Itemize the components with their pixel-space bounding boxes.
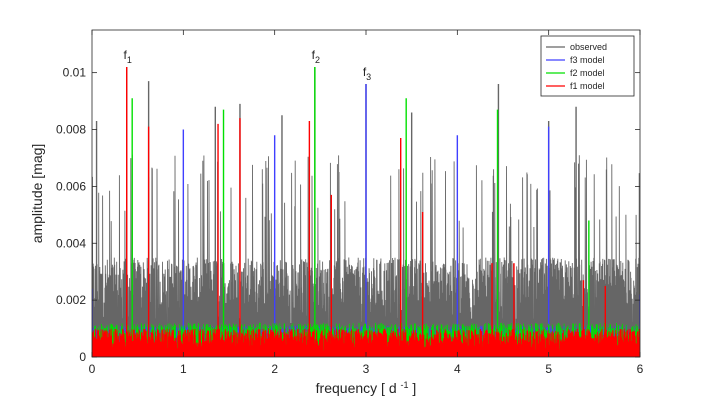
legend-entry-f2-model: f2 model — [570, 68, 605, 78]
series-f1-model — [92, 66, 640, 357]
y-tick-label: 0.002 — [56, 293, 86, 307]
legend-entry-observed: observed — [570, 42, 607, 52]
legend: observed f3 model f2 model f1 model — [540, 35, 635, 97]
x-axis-label-text: frequency — [316, 380, 377, 396]
x-axis-unit-open: [ — [381, 380, 385, 396]
y-tick-label: 0.004 — [56, 236, 86, 250]
x-axis-unit-exp: -1 — [401, 380, 409, 390]
legend-entry-f3-model: f3 model — [570, 55, 605, 65]
x-tick-label: 6 — [637, 362, 644, 376]
peak-annotation-letter: f — [124, 48, 128, 62]
y-axis: 0 0.002 0.004 0.006 0.008 0.01 — [56, 66, 640, 364]
x-axis: 0 1 2 3 4 5 6 — [89, 30, 644, 376]
y-tick-label: 0 — [79, 350, 86, 364]
peak-annotation-sub: 2 — [315, 55, 320, 65]
x-tick-label: 4 — [454, 362, 461, 376]
peak-annotation-sub: 1 — [127, 55, 132, 65]
peak-annotation-letter: f — [312, 48, 316, 62]
y-axis-label: amplitude [mag] — [29, 144, 45, 244]
peak-annotation-0: f1 — [124, 48, 132, 65]
legend-entry-f1-model: f1 model — [570, 81, 605, 91]
x-tick-label: 2 — [271, 362, 278, 376]
peak-annotation-1: f2 — [312, 48, 320, 65]
x-tick-label: 1 — [180, 362, 187, 376]
x-tick-label: 0 — [89, 362, 96, 376]
y-tick-label: 0.006 — [56, 179, 86, 193]
x-axis-unit-base: d — [389, 380, 397, 396]
peak-annotation-letter: f — [363, 65, 367, 79]
x-tick-label: 5 — [545, 362, 552, 376]
peak-annotation-2: f3 — [363, 65, 371, 82]
x-axis-unit-close: ] — [412, 380, 416, 396]
x-tick-label: 3 — [363, 362, 370, 376]
x-axis-label: frequency [ d -1 ] — [316, 375, 417, 396]
peak-annotation-sub: 3 — [366, 72, 371, 82]
y-tick-label: 0.01 — [63, 66, 87, 80]
y-tick-label: 0.008 — [56, 123, 86, 137]
